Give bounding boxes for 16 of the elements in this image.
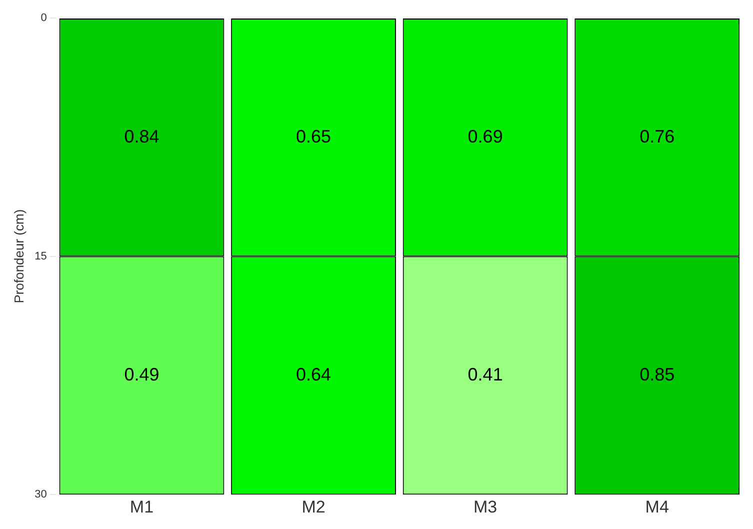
y-tick-label: 15 — [34, 250, 47, 262]
data-label: 0.85 — [640, 364, 675, 384]
y-tick-label: 30 — [34, 488, 47, 501]
y-tick-label: 0 — [40, 12, 47, 24]
data-label: 0.84 — [124, 126, 160, 146]
y-axis-title: Profondeur (cm) — [11, 209, 26, 304]
x-tick-label: M2 — [302, 497, 326, 516]
data-label: 0.49 — [124, 364, 160, 384]
data-label: 0.65 — [296, 126, 332, 146]
x-tick-label: M3 — [474, 497, 498, 516]
data-label: 0.76 — [640, 126, 675, 146]
x-tick-label: M1 — [130, 497, 154, 516]
data-label: 0.64 — [296, 364, 332, 384]
x-tick-label: M4 — [645, 497, 669, 516]
data-label: 0.69 — [468, 126, 503, 146]
data-label: 0.41 — [468, 364, 503, 384]
